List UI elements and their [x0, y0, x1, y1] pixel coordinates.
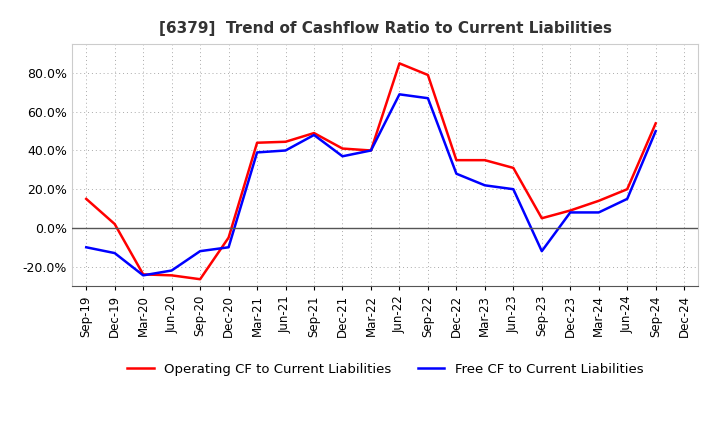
Free CF to Current Liabilities: [225, 245, 233, 250]
Operating CF to Current Liabilities: [623, 187, 631, 192]
Free CF to Current Liabilities: [566, 210, 575, 215]
Free CF to Current Liabilities: [82, 245, 91, 250]
Free CF to Current Liabilities: [110, 250, 119, 256]
Free CF to Current Liabilities: [509, 187, 518, 192]
Free CF to Current Liabilities: [282, 148, 290, 153]
Operating CF to Current Liabilities: [167, 273, 176, 278]
Operating CF to Current Liabilities: [480, 158, 489, 163]
Title: [6379]  Trend of Cashflow Ratio to Current Liabilities: [6379] Trend of Cashflow Ratio to Curren…: [158, 21, 612, 36]
Operating CF to Current Liabilities: [652, 121, 660, 126]
Operating CF to Current Liabilities: [423, 72, 432, 77]
Free CF to Current Liabilities: [423, 95, 432, 101]
Operating CF to Current Liabilities: [82, 196, 91, 202]
Free CF to Current Liabilities: [652, 128, 660, 134]
Operating CF to Current Liabilities: [509, 165, 518, 171]
Operating CF to Current Liabilities: [310, 130, 318, 136]
Operating CF to Current Liabilities: [452, 158, 461, 163]
Free CF to Current Liabilities: [480, 183, 489, 188]
Free CF to Current Liabilities: [338, 154, 347, 159]
Operating CF to Current Liabilities: [110, 221, 119, 227]
Operating CF to Current Liabilities: [338, 146, 347, 151]
Free CF to Current Liabilities: [139, 273, 148, 278]
Legend: Operating CF to Current Liabilities, Free CF to Current Liabilities: Operating CF to Current Liabilities, Fre…: [122, 357, 649, 381]
Operating CF to Current Liabilities: [595, 198, 603, 203]
Line: Free CF to Current Liabilities: Free CF to Current Liabilities: [86, 94, 656, 275]
Free CF to Current Liabilities: [595, 210, 603, 215]
Free CF to Current Liabilities: [452, 171, 461, 176]
Free CF to Current Liabilities: [253, 150, 261, 155]
Operating CF to Current Liabilities: [537, 216, 546, 221]
Free CF to Current Liabilities: [167, 268, 176, 273]
Operating CF to Current Liabilities: [395, 61, 404, 66]
Line: Operating CF to Current Liabilities: Operating CF to Current Liabilities: [86, 63, 656, 279]
Free CF to Current Liabilities: [623, 196, 631, 202]
Operating CF to Current Liabilities: [196, 277, 204, 282]
Operating CF to Current Liabilities: [566, 208, 575, 213]
Free CF to Current Liabilities: [395, 92, 404, 97]
Operating CF to Current Liabilities: [282, 139, 290, 144]
Free CF to Current Liabilities: [537, 249, 546, 254]
Free CF to Current Liabilities: [310, 132, 318, 138]
Operating CF to Current Liabilities: [366, 148, 375, 153]
Operating CF to Current Liabilities: [225, 235, 233, 240]
Operating CF to Current Liabilities: [139, 272, 148, 277]
Free CF to Current Liabilities: [366, 148, 375, 153]
Free CF to Current Liabilities: [196, 249, 204, 254]
Operating CF to Current Liabilities: [253, 140, 261, 145]
